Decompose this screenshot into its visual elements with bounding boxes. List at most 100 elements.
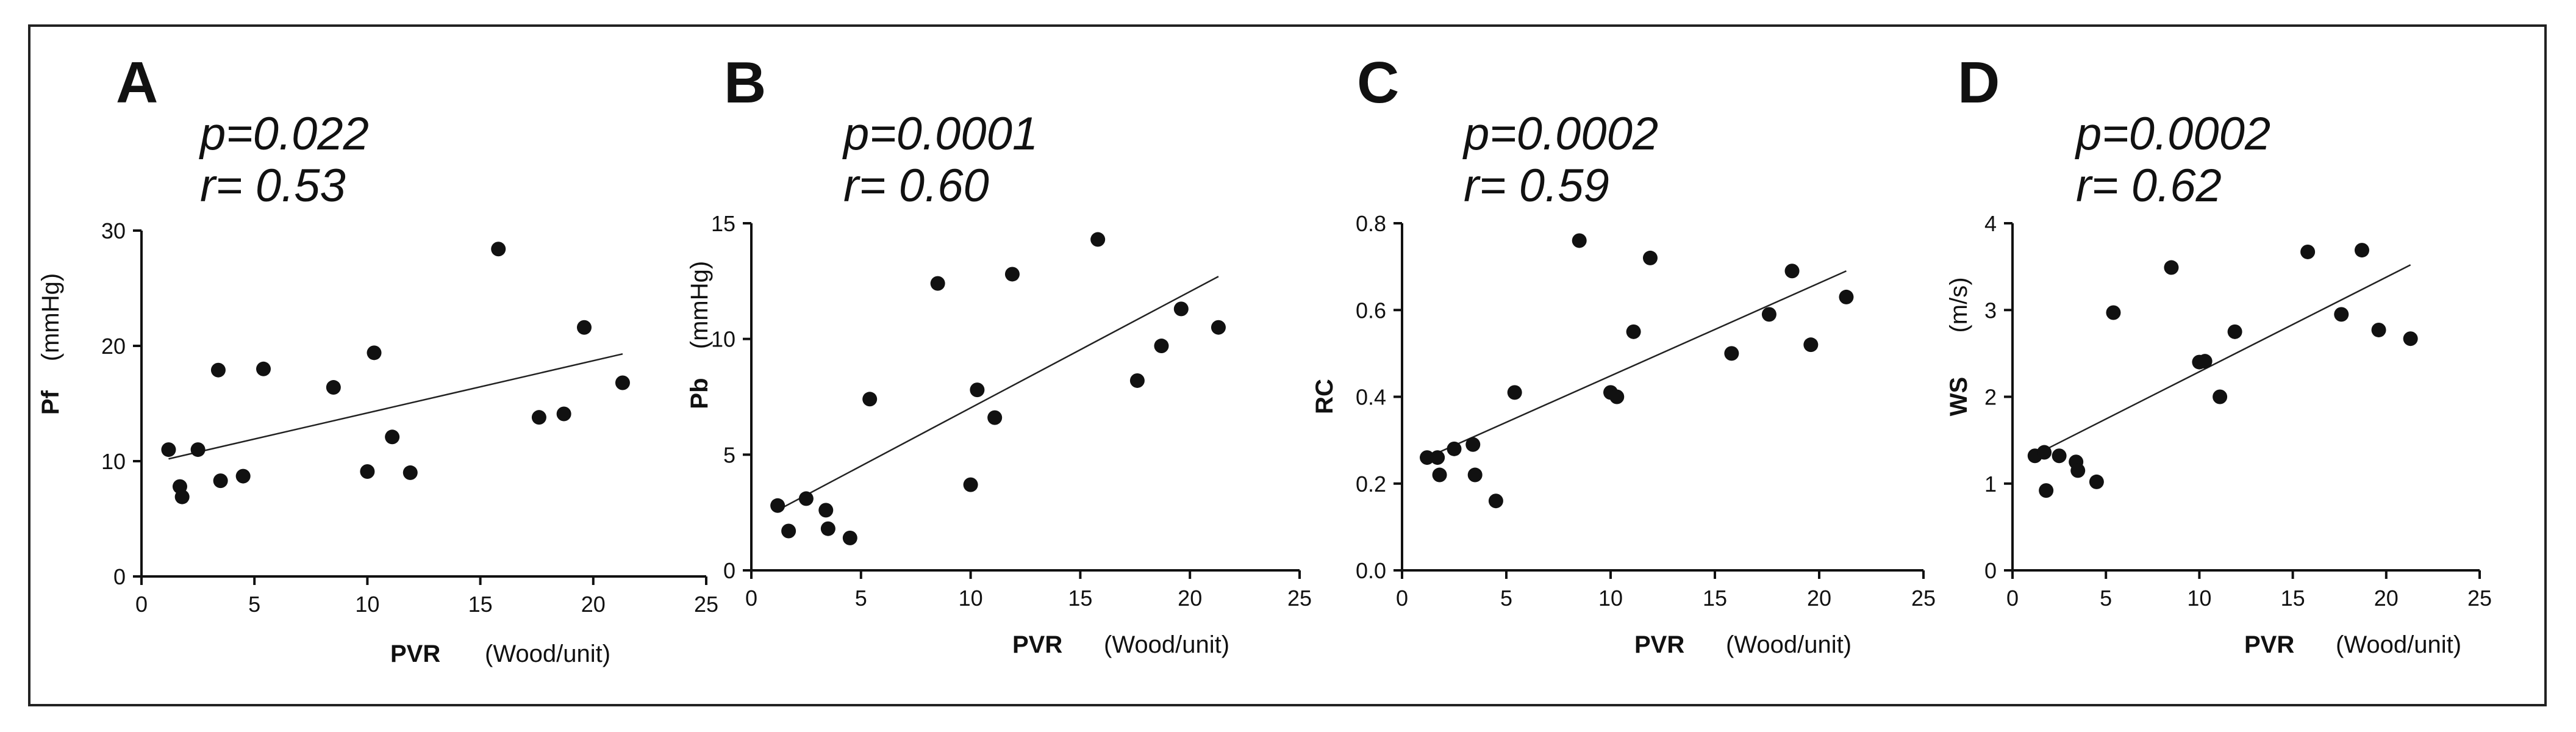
panel-b-data-point (820, 521, 835, 536)
panel-b-data-point (1129, 373, 1145, 388)
panel-b-data-point (770, 498, 785, 513)
panel-d-y-tick-label: 2 (1984, 385, 1997, 410)
panel-c-data-point (1724, 346, 1739, 361)
panel-b-x-tick-label: 25 (1287, 586, 1312, 611)
panel-b-x-tick-label: 10 (959, 586, 983, 611)
panel-b-data-point (1173, 301, 1189, 317)
panel-b-x-tick-label: 20 (1178, 586, 1202, 611)
panel-c-x-tick-label: 15 (1703, 586, 1727, 611)
panel-c-data-point (1761, 307, 1776, 322)
panel-d-data-point (2037, 445, 2052, 460)
panel-d-x-tick-label: 0 (2006, 586, 2019, 611)
panel-c-data-point (1572, 233, 1587, 248)
panel-d-y-unit: (m/s) (1945, 277, 1972, 332)
panel-a-data-point (491, 242, 506, 257)
panel-a-data-point (360, 464, 375, 479)
panel-b-y-label: Pb (686, 378, 713, 409)
panel-b-x-tick-label: 15 (1068, 586, 1092, 611)
panel-b-y-tick-label: 15 (711, 211, 735, 236)
panel-a-r-value: r= 0.53 (200, 160, 346, 212)
panel-a-letter: A (116, 50, 158, 115)
panel-a-y-tick-label: 10 (101, 449, 126, 474)
panel-a-x-tick-label: 10 (355, 592, 379, 617)
panel-c-data-point (1430, 450, 1445, 465)
panel-c-y-tick-label: 0.8 (1356, 211, 1386, 236)
panel-b-regression-line (777, 276, 1219, 511)
panel-d-data-point (2334, 307, 2349, 322)
panel-b-data-point (798, 491, 814, 506)
panel-b-y-tick-label: 0 (723, 558, 735, 583)
panel-d-r-value: r= 0.62 (2076, 160, 2222, 212)
panel-b-data-point (862, 392, 878, 407)
panel-a-data-point (556, 406, 571, 422)
panel-d-regression-line (2034, 264, 2411, 456)
panel-d-y-tick-label: 1 (1984, 472, 1997, 497)
panel-a-x-label: PVR (390, 640, 440, 667)
panel-b-data-point (930, 276, 945, 291)
panel-c-data-point (1447, 441, 1462, 456)
panel-c-x-unit: (Wood/unit) (1726, 631, 1852, 658)
panel-b-y-tick-label: 5 (723, 442, 735, 467)
panel-a-data-point (161, 442, 176, 458)
panel-a-x-tick-label: 5 (248, 592, 260, 617)
panel-b-data-point (842, 530, 857, 545)
panel-a-x-unit: (Wood/unit) (485, 640, 610, 667)
panel-c-regression-line (1426, 270, 1847, 459)
panel-a-data-point (326, 380, 341, 395)
panel-b-data-point (970, 382, 985, 398)
panel-b-x-tick-label: 0 (745, 586, 757, 611)
panel-d-y-tick-label: 0 (1984, 558, 1997, 583)
panel-b-y-unit: (mmHg) (686, 261, 713, 349)
panel-b-data-point (1211, 320, 1226, 335)
panel-d-data-point (2089, 474, 2104, 489)
panel-c-x-tick-label: 0 (1396, 586, 1408, 611)
panel-c-data-point (1626, 324, 1641, 339)
panel-a-x-tick-label: 15 (468, 592, 493, 617)
panel-d-x-label: PVR (2244, 631, 2294, 658)
panel-b-data-point (818, 503, 834, 518)
panel-a-data-point (210, 362, 226, 378)
panel-d-data-point (2371, 322, 2386, 337)
panel-c-data-point (1609, 389, 1625, 404)
panel-d-data-point (2164, 260, 2179, 275)
panel-d-data-point (2106, 305, 2121, 320)
panel-d-data-point (2354, 243, 2369, 258)
panel-a-data-point (576, 320, 592, 335)
panel-c-r-value: r= 0.59 (1464, 160, 1609, 212)
panel-b-data-point (1154, 339, 1169, 354)
panel-b-x-unit: (Wood/unit) (1104, 631, 1229, 658)
panel-c-data-point (1432, 467, 1447, 483)
panel-d-data-point (2213, 389, 2228, 404)
panel-c-letter: C (1357, 50, 1399, 115)
panel-b-data-point (1004, 267, 1020, 282)
panel-c-y-tick-label: 0.2 (1356, 472, 1386, 497)
panel-a-data-point (213, 473, 228, 489)
panel-a-data-point (402, 465, 418, 480)
panel-d-x-tick-label: 15 (2281, 586, 2305, 611)
panel-a-data-point (174, 489, 190, 504)
panel-a-data-point (367, 345, 382, 361)
panel-a-data-point (531, 410, 546, 425)
panel-d-data-point (2300, 244, 2316, 259)
panel-b-data-point (781, 523, 796, 539)
panel-a-y-unit: (mmHg) (37, 273, 64, 361)
panel-c-p-value: p=0.0002 (1462, 108, 1658, 160)
panel-c-x-tick-label: 20 (1807, 586, 1831, 611)
panel-c-y-tick-label: 0.4 (1356, 385, 1386, 410)
figure-frame (28, 24, 2547, 706)
panel-c-data-point (1839, 289, 1854, 304)
panel-d-x-unit: (Wood/unit) (2336, 631, 2461, 658)
panel-d-x-tick-label: 25 (2467, 586, 2492, 611)
panel-d-data-point (2403, 331, 2418, 346)
panel-d-data-point (2227, 324, 2242, 339)
panel-c-data-point (1642, 250, 1658, 265)
panel-c-x-tick-label: 5 (1500, 586, 1512, 611)
panel-b-p-value: p=0.0001 (842, 108, 1038, 160)
panel-b-data-point (987, 410, 1003, 425)
panel-d-data-point (2039, 483, 2054, 498)
panel-a-y-tick-label: 30 (101, 218, 126, 243)
